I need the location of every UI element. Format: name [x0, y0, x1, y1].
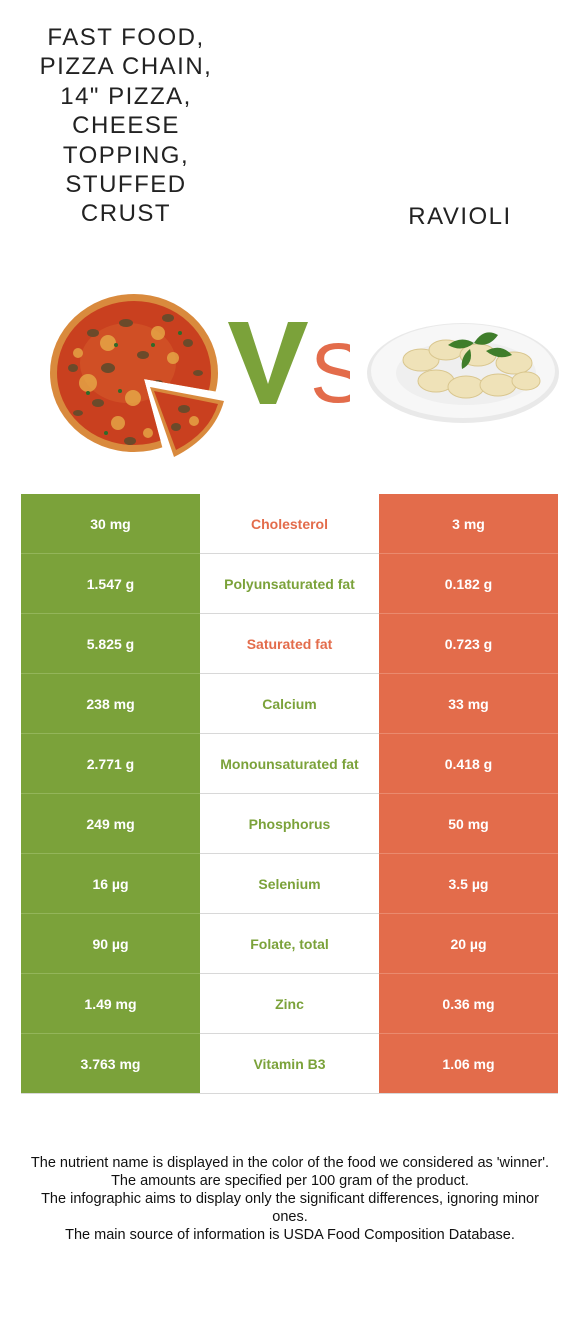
table-row: 5.825 g Saturated fat 0.723 g — [21, 614, 558, 674]
right-value-cell: 20 µg — [379, 914, 558, 974]
table-row: 2.771 g Monounsaturated fat 0.418 g — [21, 734, 558, 794]
nutrient-name-cell: Saturated fat — [200, 614, 379, 674]
ravioli-plate-image — [367, 323, 559, 423]
table-bottom-divider — [21, 1093, 558, 1094]
right-value-cell: 0.723 g — [379, 614, 558, 674]
nutrient-name-cell: Calcium — [200, 674, 379, 734]
table-row: 1.547 g Polyunsaturated fat 0.182 g — [21, 554, 558, 614]
footer-note: The infographic aims to display only the… — [41, 1191, 539, 1225]
table-row: 1.49 mg Zinc 0.36 mg — [21, 974, 558, 1034]
right-value-cell: 33 mg — [379, 674, 558, 734]
left-value-cell: 16 µg — [21, 854, 200, 914]
right-food-title: Ravioli — [408, 203, 512, 230]
right-value-cell: 0.36 mg — [379, 974, 558, 1034]
svg-text:S: S — [310, 326, 350, 408]
right-value-cell: 3 mg — [379, 494, 558, 554]
right-value-cell: 0.418 g — [379, 734, 558, 794]
table-row: 249 mg Phosphorus 50 mg — [21, 794, 558, 854]
pizza-image — [50, 294, 224, 457]
table-row: 238 mg Calcium 33 mg — [21, 674, 558, 734]
left-value-cell: 1.49 mg — [21, 974, 200, 1034]
nutrient-name-cell: Vitamin B3 — [200, 1034, 379, 1094]
vs-label: S — [228, 322, 350, 408]
left-value-cell: 1.547 g — [21, 554, 200, 614]
left-value-cell: 5.825 g — [21, 614, 200, 674]
left-food-title: Fast food, Pizza chain, 14" pizza, chees… — [39, 24, 213, 228]
table-row: 30 mg Cholesterol 3 mg — [21, 494, 558, 554]
footer-note: The main source of information is USDA F… — [65, 1227, 515, 1243]
left-value-cell: 90 µg — [21, 914, 200, 974]
nutrient-name-cell: Selenium — [200, 854, 379, 914]
right-value-cell: 0.182 g — [379, 554, 558, 614]
nutrient-name-cell: Phosphorus — [200, 794, 379, 854]
footer-note: The amounts are specified per 100 gram o… — [111, 1173, 469, 1189]
left-value-cell: 249 mg — [21, 794, 200, 854]
left-value-cell: 2.771 g — [21, 734, 200, 794]
table-row: 90 µg Folate, total 20 µg — [21, 914, 558, 974]
nutrient-name-cell: Zinc — [200, 974, 379, 1034]
right-value-cell: 1.06 mg — [379, 1034, 558, 1094]
table-row: 3.763 mg Vitamin B3 1.06 mg — [21, 1034, 558, 1094]
nutrient-name-cell: Polyunsaturated fat — [200, 554, 379, 614]
footer-note: The nutrient name is displayed in the co… — [30, 1155, 550, 1171]
left-value-cell: 3.763 mg — [21, 1034, 200, 1094]
left-value-cell: 238 mg — [21, 674, 200, 734]
nutrient-name-cell: Cholesterol — [200, 494, 379, 554]
nutrient-name-cell: Monounsaturated fat — [200, 734, 379, 794]
right-value-cell: 50 mg — [379, 794, 558, 854]
table-row: 16 µg Selenium 3.5 µg — [21, 854, 558, 914]
nutrient-comparison-table: 30 mg Cholesterol 3 mg 1.547 g Polyunsaturat… — [21, 494, 558, 1094]
nutrient-name-cell: Folate, total — [200, 914, 379, 974]
footer-notes: The nutrient name is displayed in the co… — [30, 1154, 550, 1244]
left-value-cell: 30 mg — [21, 494, 200, 554]
right-value-cell: 3.5 µg — [379, 854, 558, 914]
